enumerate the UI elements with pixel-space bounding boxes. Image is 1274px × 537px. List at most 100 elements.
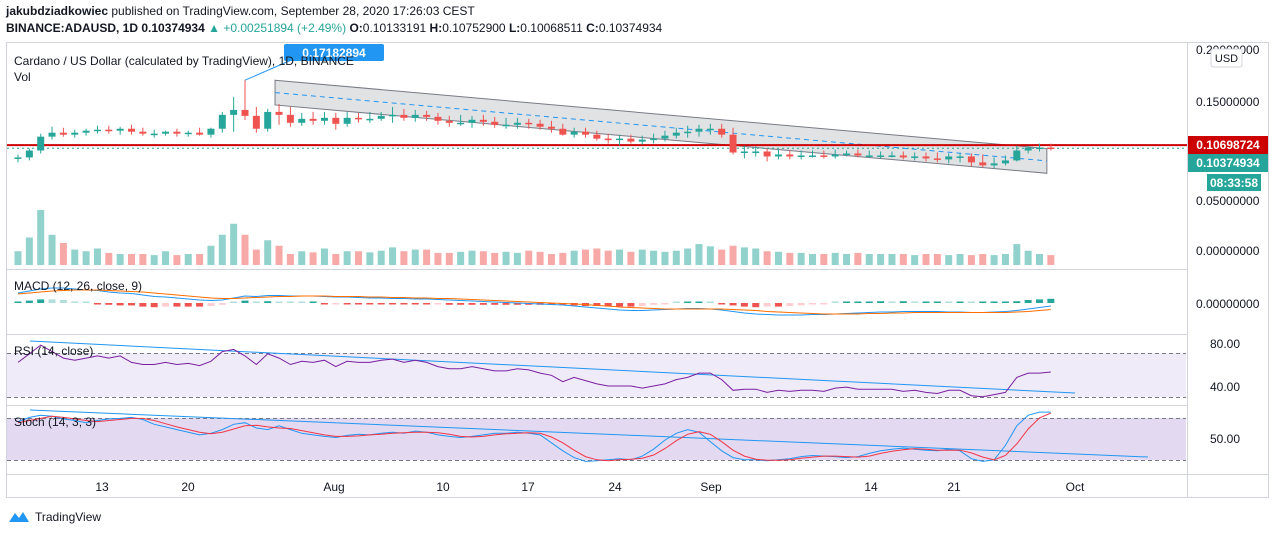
volume-bar [457,251,465,265]
candle-body [389,114,397,117]
macd-histogram-bar [173,303,181,307]
candle-body [343,117,351,124]
candle-body [752,151,760,153]
currency-button[interactable]: USD [1210,48,1243,68]
last-price-tag: 0.10374934 [1188,154,1268,172]
macd-histogram-bar [979,301,987,303]
volume-bar [332,254,340,265]
volume-bar [343,251,351,265]
candle-body [1036,147,1043,150]
volume-bar [1024,250,1032,265]
volume-bars [14,210,1055,265]
volume-bar [389,247,397,265]
volume-bar [82,251,90,265]
volume-bar [661,251,669,265]
volume-bar [434,252,442,265]
volume-bar [547,254,555,265]
macd-histogram-bar [786,303,794,306]
macd-pane[interactable]: MACD (12, 26, close, 9) [14,279,1055,316]
volume-bar [695,244,703,265]
macd-histogram-bar [241,300,249,303]
rsi-trendline[interactable] [29,340,1076,394]
volume-bar [252,249,260,265]
macd-histogram-bar [911,301,919,303]
volume-bar [797,252,805,265]
macd-histogram-bar [661,303,669,305]
volume-bar [809,254,816,265]
candle-body [48,132,56,137]
macd-histogram-bar [468,303,476,305]
volume-bar [786,252,794,265]
price-pane[interactable]: 0.17182894 Cardano / US Dollar (calculat… [7,44,1187,265]
candle-body [582,131,589,135]
macd-histogram-bar [547,303,555,305]
volume-bar [672,250,680,265]
candle-body [763,151,771,157]
macd-histogram-bar [650,303,658,305]
price-axis[interactable]: 0.20000000 0.15000000 0.05000000 0.00000… [1188,43,1268,446]
volume-bar [184,254,192,265]
stoch-pane[interactable]: Stoch (14, 3, 3) [7,409,1186,462]
macd-histogram-bar [252,301,260,303]
countdown-label: 08:33:58 [1210,176,1258,190]
candle-body [457,122,465,125]
candle-body [14,157,22,159]
candle-body [93,129,101,132]
macd-histogram-bar [207,303,215,306]
macd-histogram-bar [298,301,306,303]
candle-body [128,128,135,132]
macd-histogram-bar [604,303,612,307]
macd-histogram-bar [457,303,465,305]
macd-histogram-bar [434,303,442,305]
macd-histogram [14,298,1055,308]
macd-histogram-bar [116,303,124,306]
candle-body [627,138,635,142]
macd-histogram-bar [865,301,873,303]
macd-histogram-bar [309,301,317,303]
macd-histogram-bar [695,301,703,303]
tradingview-logo-icon [9,512,29,522]
macd-histogram-bar [184,303,192,307]
candle-body [173,131,181,134]
volume-label: Vol [14,70,31,84]
pane-frames [6,42,1269,498]
candle-body [899,155,907,158]
channel-midline [275,92,1047,162]
macd-histogram-bar [706,301,714,303]
stoch-d-line [17,412,1051,462]
open-label: O: [349,21,363,35]
candle-body [1047,147,1055,150]
volume-bar [1013,244,1021,265]
candle-body [933,158,941,160]
candle-body [797,155,805,157]
macd-histogram-bar [59,300,67,303]
macd-histogram-bar [423,303,431,305]
candle-body [684,131,692,134]
candle-body [355,117,362,120]
countdown-tag: 08:33:58 [1207,174,1261,191]
candle-body [275,111,283,115]
volume-bar [37,210,45,265]
macd-histogram-bar [638,303,646,306]
volume-bar [275,245,283,265]
volume-bar [400,251,408,265]
candle-body [320,117,328,121]
macd-histogram-bar [445,303,453,305]
time-axis[interactable]: 13 20 Aug 10 17 24 Sep 14 21 Oct [95,480,1085,494]
macd-histogram-bar [128,303,135,306]
candle-body [25,150,33,158]
author-name[interactable]: jakubdziadkowiec [6,4,109,18]
volume-bar [320,248,328,265]
rsi-pane[interactable]: RSI (14, close) [7,340,1186,398]
stoch-trendline[interactable] [29,409,1149,458]
tradingview-brand[interactable]: TradingView [8,510,101,524]
candle-body [309,118,317,121]
volume-bar [752,248,760,265]
x-tick-sep: Sep [700,480,722,494]
volume-bar [933,254,941,265]
macd-histogram-bar [967,301,975,303]
candle-body [82,130,90,133]
volume-bar [377,250,385,265]
high-callout[interactable]: 0.17182894 [284,44,384,61]
